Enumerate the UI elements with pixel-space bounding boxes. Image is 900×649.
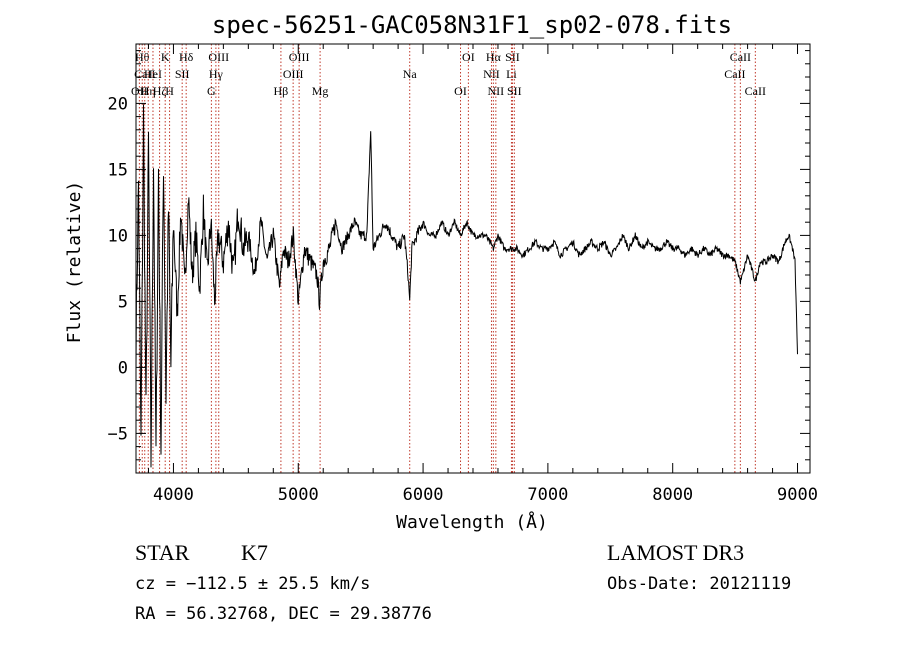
- line-marker-layer: HθOIICaIIHηHeIHζKHSIIHδGHγOIIIHβOIIIOIII…: [131, 44, 766, 473]
- line-marker-label-27: CaII: [730, 50, 751, 64]
- line-marker-label-14: OIII: [283, 67, 304, 81]
- line-marker-label-26: CaII: [724, 67, 745, 81]
- x-tick-label-4000: 4000: [153, 485, 194, 505]
- survey-name: LAMOST DR3: [607, 540, 745, 565]
- line-marker-label-11: Hγ: [209, 67, 224, 81]
- redshift-readout: cz = −112.5 ± 25.5 km/s: [135, 574, 371, 594]
- y-axis-label: Flux (relative): [64, 181, 85, 344]
- line-marker-label-13: Hβ: [274, 84, 289, 98]
- x-tick-label-8000: 8000: [652, 485, 693, 505]
- line-marker-label-24: SII: [505, 50, 520, 64]
- x-tick-label-6000: 6000: [403, 485, 444, 505]
- line-marker-label-19: OI: [462, 50, 475, 64]
- flux-series-line: [135, 104, 798, 468]
- x-tick-label-9000: 9000: [777, 485, 818, 505]
- object-subclass: K7: [241, 540, 268, 565]
- x-tick-label-7000: 7000: [527, 485, 568, 505]
- line-marker-label-6: K: [161, 50, 170, 64]
- y-tick-label--5: −5: [108, 424, 128, 444]
- line-marker-label-8: SII: [175, 67, 190, 81]
- obs-date: Obs-Date: 20121119: [607, 574, 792, 594]
- line-marker-label-20: NII: [483, 67, 500, 81]
- line-marker-label-28: CaII: [745, 84, 766, 98]
- axis-layer: 4000 5000 6000 7000 8000 9000 −5 0 5 10 15 20: [108, 43, 818, 505]
- line-marker-label-9: Hδ: [179, 50, 194, 64]
- chart-title: spec-56251-GAC058N31F1_sp02-078.fits: [212, 11, 732, 39]
- line-marker-label-25: SII: [507, 84, 522, 98]
- object-class: STAR: [135, 540, 190, 565]
- line-marker-label-12: OIII: [208, 50, 229, 64]
- line-marker-label-16: Mg: [312, 84, 329, 98]
- line-marker-label-10: G: [207, 84, 216, 98]
- line-marker-label-0: Hθ: [135, 50, 150, 64]
- y-tick-label-20: 20: [108, 94, 128, 114]
- line-marker-label-21: Hα: [486, 50, 502, 64]
- line-marker-label-3: Hη: [141, 84, 156, 98]
- line-marker-label-18: OI: [454, 84, 467, 98]
- y-tick-label-0: 0: [118, 358, 128, 378]
- line-marker-label-23: Li: [506, 67, 517, 81]
- series-layer: [135, 104, 798, 468]
- plot-frame: [135, 43, 811, 474]
- x-axis-label: Wavelength (Å): [396, 511, 548, 533]
- line-marker-label-17: Na: [403, 67, 418, 81]
- line-marker-label-1: OII: [131, 84, 148, 98]
- y-tick-label-5: 5: [118, 292, 128, 312]
- y-tick-label-15: 15: [108, 160, 128, 180]
- y-tick-label-10: 10: [108, 226, 128, 246]
- line-marker-label-22: NII: [488, 84, 505, 98]
- coordinates: RA = 56.32768, DEC = 29.38776: [135, 604, 432, 624]
- line-marker-label-4: HeI: [144, 67, 162, 81]
- line-marker-label-15: OIII: [289, 50, 310, 64]
- line-marker-label-7: H: [165, 84, 174, 98]
- line-marker-label-5: Hζ: [153, 84, 167, 98]
- x-tick-label-5000: 5000: [278, 485, 319, 505]
